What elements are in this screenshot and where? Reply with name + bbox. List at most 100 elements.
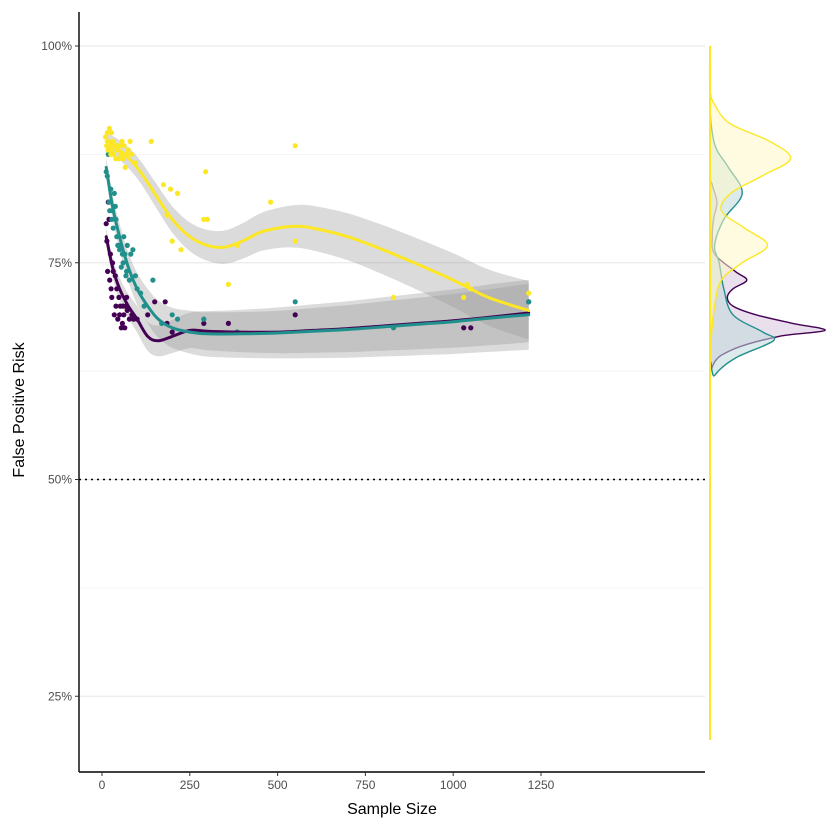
data-point (225, 281, 231, 287)
data-point (118, 264, 124, 270)
data-point (110, 138, 116, 144)
y-tick-label: 50% (48, 473, 72, 487)
data-point (461, 325, 467, 331)
data-point (119, 138, 125, 144)
data-point (115, 316, 121, 322)
data-point (125, 147, 131, 153)
data-point (124, 242, 130, 248)
data-point (132, 273, 138, 279)
data-point (121, 234, 127, 240)
data-point (174, 190, 181, 196)
density-area (709, 46, 791, 740)
data-point (106, 125, 112, 131)
y-tick-label: 75% (48, 256, 72, 270)
data-point (461, 294, 467, 300)
data-point (268, 199, 274, 205)
data-point (468, 325, 474, 331)
data-point (204, 216, 210, 222)
x-axis-title: Sample Size (347, 801, 437, 818)
gridlines (79, 45, 705, 697)
data-point (119, 320, 125, 326)
data-point (116, 294, 122, 300)
x-tick-label: 500 (268, 778, 288, 792)
data-point (292, 299, 298, 305)
data-point (201, 216, 207, 222)
data-point (107, 277, 113, 283)
data-point (526, 290, 532, 296)
data-point (390, 294, 397, 300)
data-point (162, 299, 168, 305)
data-point (105, 147, 111, 153)
data-point (178, 247, 184, 253)
data-point (108, 286, 114, 292)
data-point (116, 156, 122, 162)
y-tick-label: 100% (41, 39, 72, 53)
data-point (129, 151, 135, 157)
x-tick-label: 750 (355, 778, 375, 792)
smooth-line (104, 165, 531, 336)
confidence-band (106, 157, 529, 359)
data-point (111, 190, 117, 196)
y-axis-ticks: 25% 50% 75% 100% (41, 39, 79, 703)
data-point (105, 268, 111, 274)
data-point (169, 238, 175, 244)
x-tick-label: 0 (99, 778, 106, 792)
data-point (526, 299, 532, 305)
data-point (121, 312, 127, 318)
x-axis-ticks: 0 250 500 750 1000 1250 (99, 772, 555, 792)
y-tick-label: 25% (48, 689, 72, 703)
data-point (111, 312, 117, 318)
data-point (128, 251, 134, 257)
data-point (102, 134, 109, 140)
data-point (160, 182, 167, 188)
confidence-band (106, 132, 529, 340)
axes (78, 12, 705, 773)
smooth-lines (104, 139, 531, 343)
data-point (104, 130, 110, 136)
data-point (225, 320, 231, 326)
data-point (103, 221, 109, 227)
data-point (109, 294, 115, 300)
data-point (167, 186, 174, 192)
data-point (117, 247, 123, 253)
data-point (122, 325, 128, 331)
data-point (122, 164, 128, 170)
smooth-line (104, 139, 531, 312)
data-point (169, 329, 175, 335)
data-point (113, 303, 119, 309)
data-point (130, 247, 136, 253)
data-point (123, 273, 129, 279)
y-axis-title: False Positive Risk (11, 341, 28, 477)
data-point (292, 143, 298, 149)
data-point (121, 143, 127, 149)
data-point (292, 238, 298, 244)
data-point (109, 216, 115, 222)
data-point (292, 312, 298, 318)
data-point (201, 316, 207, 322)
x-tick-label: 250 (180, 778, 200, 792)
data-point (126, 316, 132, 322)
x-tick-label: 1250 (528, 778, 555, 792)
marginal-density (708, 45, 826, 740)
data-point (108, 130, 115, 136)
data-point (174, 316, 181, 322)
data-point (109, 147, 115, 153)
data-point (203, 169, 209, 175)
data-point (127, 138, 133, 144)
data-point (169, 312, 175, 318)
data-points (102, 125, 532, 335)
x-tick-label: 1000 (440, 778, 467, 792)
data-point (117, 143, 123, 149)
data-point (148, 138, 154, 144)
data-point (120, 156, 126, 162)
data-point (152, 299, 158, 305)
smooth-confidence-bands (106, 132, 529, 359)
data-point (117, 312, 123, 318)
data-point (145, 312, 151, 318)
data-point (150, 277, 156, 283)
data-point (201, 320, 207, 326)
data-point (120, 260, 126, 266)
data-point (126, 277, 132, 283)
data-point (110, 225, 116, 231)
